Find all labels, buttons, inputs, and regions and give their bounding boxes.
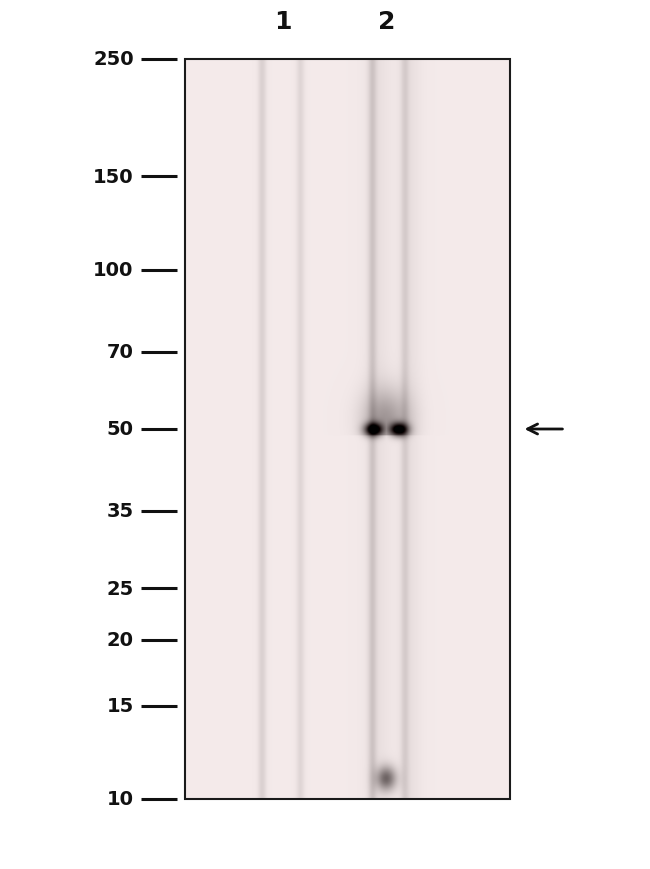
- Text: 100: 100: [93, 261, 134, 280]
- Text: 50: 50: [107, 420, 134, 439]
- Text: 35: 35: [107, 502, 134, 521]
- Text: 15: 15: [107, 696, 134, 715]
- Text: 70: 70: [107, 342, 134, 362]
- Text: 250: 250: [93, 50, 134, 70]
- Text: 10: 10: [107, 790, 134, 808]
- Text: 20: 20: [107, 630, 134, 649]
- Text: 2: 2: [378, 10, 395, 34]
- Text: 25: 25: [107, 579, 134, 598]
- Text: 1: 1: [274, 10, 291, 34]
- Text: 150: 150: [93, 168, 134, 187]
